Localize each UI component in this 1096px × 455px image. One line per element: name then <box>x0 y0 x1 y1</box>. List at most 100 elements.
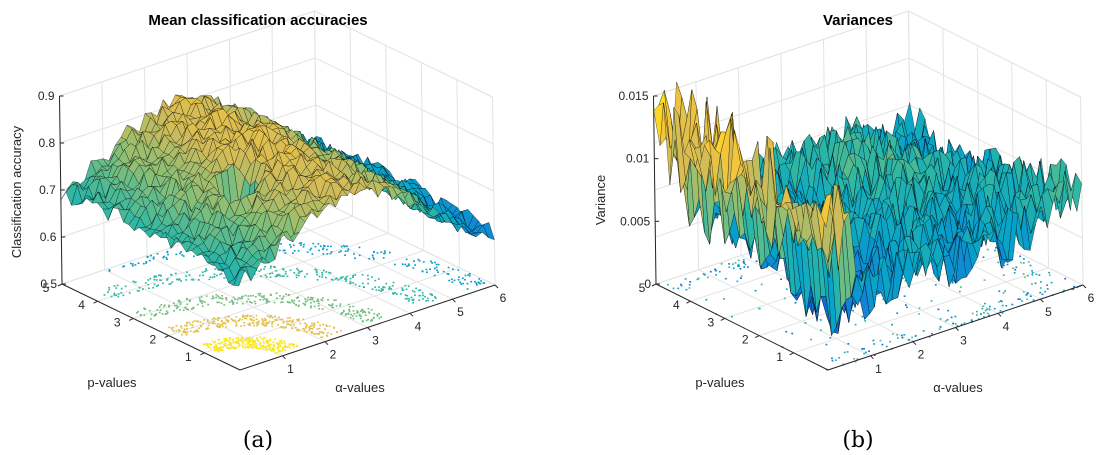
floor-contour-dot <box>230 347 233 349</box>
floor-contour-dot <box>309 325 312 327</box>
floor-contour-dot <box>367 318 369 321</box>
floor-contour-dot <box>305 324 308 327</box>
floor-contour-dot <box>1012 267 1014 269</box>
floor-contour-dot <box>282 346 285 348</box>
floor-contour-dot <box>284 252 287 254</box>
floor-contour-dot <box>1022 262 1025 264</box>
floor-contour-dot <box>297 319 300 322</box>
floor-contour-dot <box>163 255 165 258</box>
alpha-tick <box>367 327 371 331</box>
floor-contour-dot <box>677 287 680 290</box>
floor-contour-dot <box>988 308 991 310</box>
floor-contour-dot <box>213 346 215 349</box>
floor-contour-dot <box>280 243 282 245</box>
floor-contour-dot <box>344 254 346 256</box>
floor-contour-dot <box>1015 266 1018 269</box>
floor-contour-dot <box>382 289 384 291</box>
floor-contour-dot <box>411 290 414 292</box>
floor-contour-dot <box>392 293 395 295</box>
floor-contour-dot <box>292 323 295 326</box>
floor-contour-dot <box>436 269 438 272</box>
floor-contour-dot <box>232 302 235 305</box>
floor-contour-dot <box>426 271 428 274</box>
floor-contour-dot <box>256 321 259 323</box>
floor-contour-dot <box>450 278 453 281</box>
floor-contour-dot <box>326 253 329 255</box>
floor-contour-dot <box>938 328 941 330</box>
floor-contour-dot <box>251 341 254 343</box>
floor-contour-dot <box>696 278 699 281</box>
alpha-tick <box>912 341 917 346</box>
floor-contour-dot <box>113 285 116 287</box>
floor-contour-dot <box>376 315 379 317</box>
floor-contour-dot <box>311 253 314 255</box>
floor-contour-dot <box>138 287 141 289</box>
floor-contour-dot <box>271 323 273 325</box>
floor-contour-dot <box>217 317 219 319</box>
floor-contour-dot <box>724 277 727 280</box>
floor-contour-dot <box>270 265 272 268</box>
floor-contour-dot <box>321 308 324 310</box>
floor-contour-dot <box>937 308 940 311</box>
floor-contour-dot <box>291 299 293 301</box>
floor-contour-dot <box>689 281 692 283</box>
floor-contour-dot <box>234 347 237 349</box>
floor-contour-dot <box>257 347 260 350</box>
floor-contour-dot <box>956 325 959 327</box>
floor-contour-dot <box>825 343 828 346</box>
floor-contour-dot <box>341 312 344 314</box>
floor-contour-dot <box>314 333 317 335</box>
floor-contour-dot <box>298 242 301 245</box>
floor-contour-dot <box>238 343 241 346</box>
floor-contour-dot <box>123 265 126 267</box>
floor-contour-dot <box>143 314 146 316</box>
floor-contour-dot <box>340 329 342 332</box>
floor-contour-dot <box>224 322 227 325</box>
floor-contour-dot <box>433 274 436 277</box>
floor-contour-dot <box>1073 285 1075 288</box>
floor-contour-dot <box>254 296 257 298</box>
floor-contour-dot <box>391 292 394 294</box>
floor-contour-dot <box>222 322 225 325</box>
floor-contour-dot <box>333 299 336 302</box>
floor-contour-dot <box>202 274 204 277</box>
floor-contour-dot <box>162 282 164 285</box>
floor-contour-dot <box>285 326 287 329</box>
grid-line <box>104 269 283 357</box>
floor-contour-dot <box>1026 275 1029 277</box>
floor-contour-dot <box>212 297 215 299</box>
floor-contour-dot <box>117 293 120 295</box>
floor-contour-dot <box>192 331 195 333</box>
floor-contour-dot <box>1019 255 1022 258</box>
floor-contour-dot <box>422 261 425 263</box>
floor-contour-dot <box>290 321 293 323</box>
floor-contour-dot <box>175 325 178 327</box>
floor-contour-dot <box>960 323 963 326</box>
floor-contour-dot <box>688 284 691 286</box>
floor-contour-dot <box>404 284 407 287</box>
floor-contour-dot <box>228 341 231 343</box>
floor-contour-dot <box>224 339 227 341</box>
floor-contour-dot <box>349 280 352 283</box>
floor-contour-dot <box>831 357 833 360</box>
floor-contour-dot <box>317 333 320 335</box>
floor-contour-dot <box>248 336 251 339</box>
floor-contour-dot <box>237 338 240 340</box>
floor-contour-dot <box>297 274 300 277</box>
floor-contour-dot <box>206 320 209 323</box>
floor-contour-dot <box>714 268 716 271</box>
floor-contour-dot <box>466 282 469 285</box>
floor-contour-dot <box>347 312 350 314</box>
floor-contour-dot <box>263 336 266 339</box>
floor-contour-dot <box>407 263 410 265</box>
alpha-tick-label: 2 <box>330 348 337 362</box>
floor-contour-dot <box>986 308 988 311</box>
floor-contour-dot <box>262 340 265 343</box>
floor-contour-dot <box>305 323 308 326</box>
floor-contour-dot <box>213 320 216 323</box>
floor-contour-dot <box>200 325 203 328</box>
floor-contour-dot <box>842 363 845 366</box>
floor-contour-dot <box>186 297 188 300</box>
floor-contour-dot <box>311 324 313 327</box>
floor-contour-dot <box>470 280 473 283</box>
